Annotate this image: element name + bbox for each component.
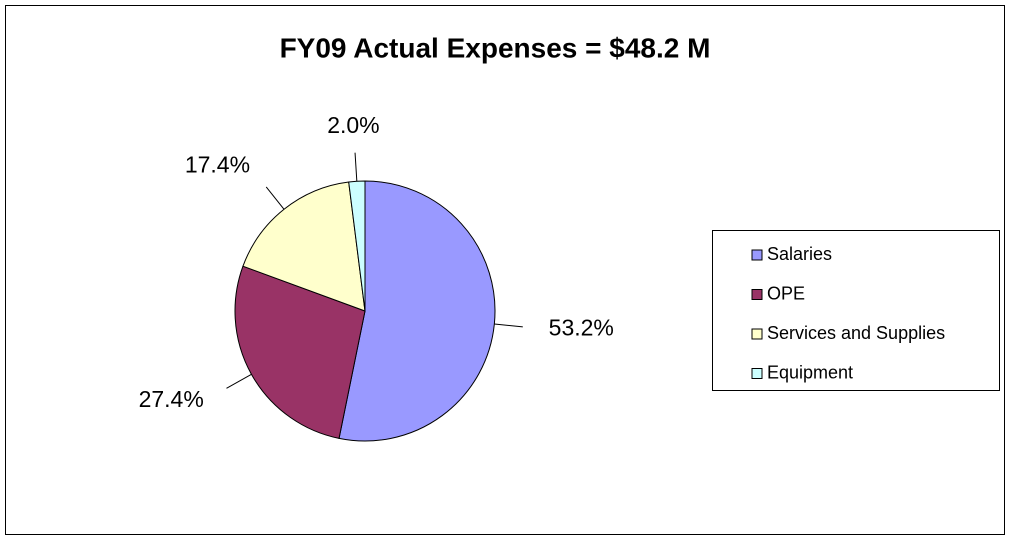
data-label: 53.2% [549, 315, 614, 341]
leader-line [226, 373, 252, 389]
pie-slice [242, 181, 366, 312]
data-label: 27.4% [139, 386, 204, 412]
legend-label: Services and Supplies [767, 323, 945, 343]
legend-swatch [751, 368, 763, 379]
chart-title: FY09 Actual Expenses = $48.2 M [280, 32, 711, 63]
legend-swatch [751, 328, 763, 340]
data-label: 2.0% [327, 112, 379, 138]
legend-label: OPE [767, 283, 805, 303]
legend-swatch [751, 289, 763, 300]
leader-line [265, 186, 285, 210]
leader-line [494, 323, 523, 328]
pie-slice [234, 265, 366, 439]
leader-line [354, 152, 358, 182]
legend-label: Salaries [767, 244, 832, 264]
data-label: 17.4% [185, 152, 250, 178]
legend-swatch [751, 249, 763, 261]
legend-label: Equipment [767, 362, 853, 382]
